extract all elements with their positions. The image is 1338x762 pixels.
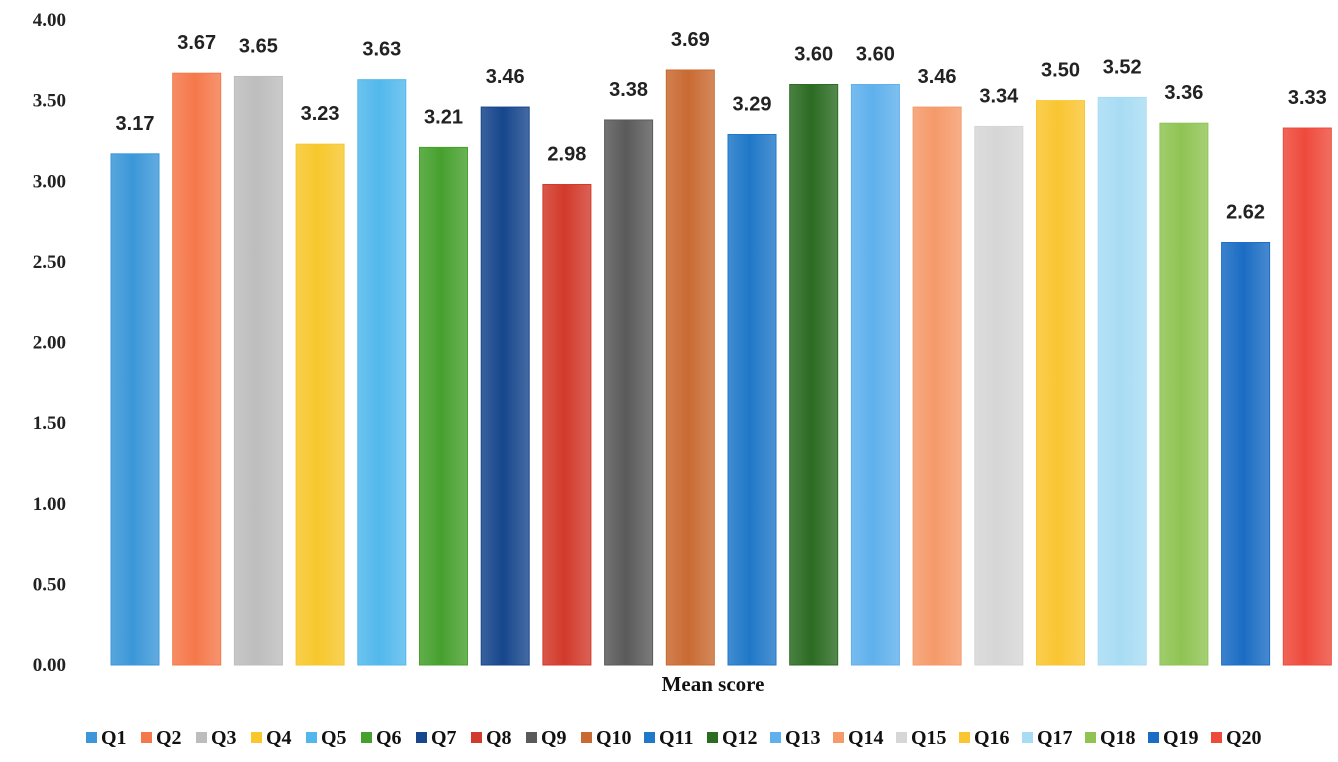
data-label-q4: 3.23 xyxy=(301,103,340,125)
data-label-q17: 3.52 xyxy=(1103,56,1142,78)
legend-label-q18: Q18 xyxy=(1100,727,1136,749)
legend-swatch-q13 xyxy=(770,732,781,743)
data-label-q19: 2.62 xyxy=(1226,202,1265,224)
bar-q19 xyxy=(1221,242,1271,666)
legend-label-q1: Q1 xyxy=(101,727,127,749)
legend-label-q20: Q20 xyxy=(1226,727,1262,749)
data-label-q9: 3.38 xyxy=(609,79,648,101)
data-label-q16: 3.50 xyxy=(1041,60,1080,82)
legend-swatch-q1 xyxy=(86,732,97,743)
legend-label-q5: Q5 xyxy=(321,727,347,749)
y-axis: 0.00 0.50 1.00 1.50 2.00 2.50 3.00 3.50 4.00 xyxy=(33,10,66,676)
data-label-q1: 3.17 xyxy=(116,113,155,135)
legend: Q1 Q2 Q3 Q4 Q5 Q6 Q7 Q8 Q9 Q10 Q11 Q12 Q13 Q14 Q15 Q16 Q… xyxy=(86,727,1262,749)
legend-swatch-q10 xyxy=(581,732,592,743)
legend-swatch-q3 xyxy=(196,732,207,743)
bar-q16 xyxy=(1036,100,1085,666)
y-tick-label: 0.50 xyxy=(33,574,66,595)
legend-swatch-q5 xyxy=(306,732,317,743)
data-label-q6: 3.21 xyxy=(424,106,463,128)
data-label-q20: 3.33 xyxy=(1288,87,1327,109)
legend-swatch-q11 xyxy=(644,732,655,743)
data-label-q2: 3.67 xyxy=(177,32,216,54)
legend-label-q2: Q2 xyxy=(156,727,182,749)
bar-q13 xyxy=(850,84,900,666)
legend-label-q4: Q4 xyxy=(266,727,292,749)
bar-q18 xyxy=(1159,122,1209,666)
data-label-q18: 3.36 xyxy=(1164,82,1203,104)
y-tick-label: 3.00 xyxy=(33,171,66,192)
data-label-q7: 3.46 xyxy=(486,66,525,88)
bar-q4 xyxy=(295,143,345,666)
legend-label-q16: Q16 xyxy=(974,727,1010,749)
data-label-q11: 3.29 xyxy=(733,93,772,115)
y-tick-label: 3.50 xyxy=(33,91,66,112)
bar-q10 xyxy=(665,69,715,666)
bar-q20 xyxy=(1282,127,1332,666)
legend-swatch-q6 xyxy=(361,732,372,743)
data-label-q12: 3.60 xyxy=(794,44,833,66)
bar-q12 xyxy=(789,84,839,666)
y-tick-label: 4.00 xyxy=(33,10,66,31)
bar-q7 xyxy=(480,106,530,666)
legend-swatch-q4 xyxy=(251,732,262,743)
data-label-q15: 3.34 xyxy=(979,85,1019,107)
legend-swatch-q15 xyxy=(896,732,907,743)
legend-label-q13: Q13 xyxy=(785,727,821,749)
bar-q9 xyxy=(604,119,654,666)
bar-q8 xyxy=(542,183,592,666)
y-tick-label: 0.00 xyxy=(33,655,66,676)
bar-q2 xyxy=(172,72,222,666)
bar-q14 xyxy=(912,106,962,666)
bar-q6 xyxy=(419,146,468,666)
y-tick-label: 2.50 xyxy=(33,252,66,273)
legend-label-q11: Q11 xyxy=(659,727,693,749)
bar-q17 xyxy=(1097,96,1147,666)
bar-q15 xyxy=(974,125,1024,666)
legend-label-q7: Q7 xyxy=(431,727,457,749)
legend-label-q15: Q15 xyxy=(911,727,947,749)
data-label-q5: 3.63 xyxy=(362,39,401,61)
data-labels: 3.17 3.67 3.65 3.23 3.63 3.21 3.46 2.98 3.38 3.69… xyxy=(116,29,1327,224)
legend-swatch-q19 xyxy=(1148,732,1159,743)
legend-label-q3: Q3 xyxy=(211,727,237,749)
bar-q5 xyxy=(357,79,407,666)
legend-swatch-q8 xyxy=(471,732,482,743)
y-tick-label: 1.50 xyxy=(33,413,66,434)
data-label-q14: 3.46 xyxy=(918,66,957,88)
data-label-q13: 3.60 xyxy=(856,44,895,66)
legend-label-q6: Q6 xyxy=(376,727,402,749)
legend-label-q9: Q9 xyxy=(541,727,567,749)
data-label-q8: 2.98 xyxy=(547,143,586,165)
legend-label-q19: Q19 xyxy=(1163,727,1199,749)
bars xyxy=(110,69,1332,666)
y-tick-label: 2.00 xyxy=(33,333,66,354)
legend-swatch-q12 xyxy=(707,732,718,743)
legend-swatch-q7 xyxy=(416,732,427,743)
legend-label-q17: Q17 xyxy=(1037,727,1073,749)
legend-label-q8: Q8 xyxy=(486,727,512,749)
legend-label-q14: Q14 xyxy=(848,727,884,749)
legend-swatch-q16 xyxy=(959,732,970,743)
legend-swatch-q17 xyxy=(1022,732,1033,743)
x-axis-label: Mean score xyxy=(662,672,765,696)
bar-q1 xyxy=(110,153,160,666)
y-tick-label: 1.00 xyxy=(33,494,66,515)
legend-label-q12: Q12 xyxy=(722,727,758,749)
legend-label-q10: Q10 xyxy=(596,727,632,749)
legend-swatch-q9 xyxy=(526,732,537,743)
bar-q11 xyxy=(727,133,777,666)
legend-swatch-q2 xyxy=(141,732,152,743)
data-label-q3: 3.65 xyxy=(239,35,278,57)
legend-swatch-q20 xyxy=(1211,732,1222,743)
bar-q3 xyxy=(233,75,283,666)
legend-swatch-q18 xyxy=(1085,732,1096,743)
legend-swatch-q14 xyxy=(833,732,844,743)
data-label-q10: 3.69 xyxy=(671,29,710,51)
